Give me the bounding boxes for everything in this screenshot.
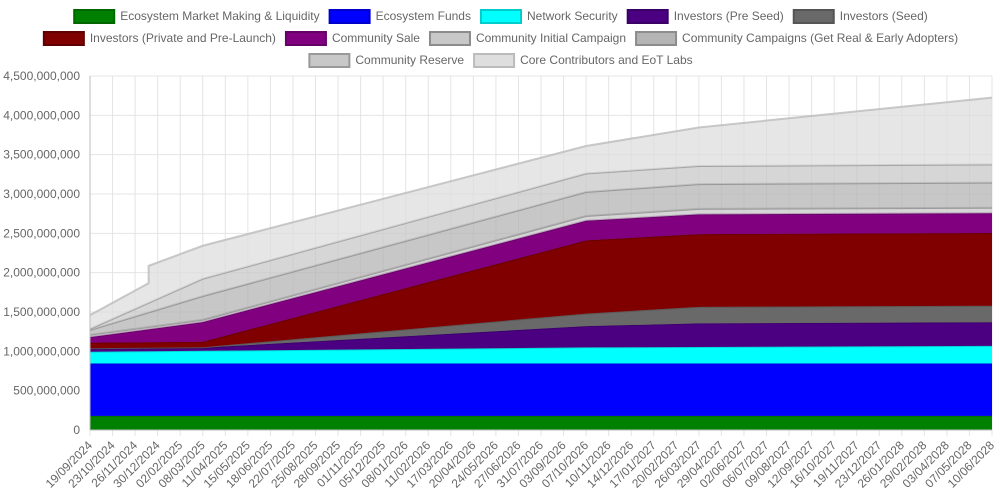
legend-swatch bbox=[479, 9, 522, 24]
legend-item: Investors (Seed) bbox=[792, 9, 928, 24]
legend-item: Investors (Pre Seed) bbox=[626, 9, 784, 24]
chart-areas bbox=[89, 96, 993, 430]
legend-label: Community Initial Campaign bbox=[476, 31, 626, 45]
area-series bbox=[90, 164, 992, 331]
legend-swatch bbox=[308, 53, 351, 68]
y-tick-label: 4,000,000,000 bbox=[3, 108, 80, 122]
legend: Ecosystem Market Making & Liquidity Ecosy… bbox=[42, 9, 958, 68]
area-series bbox=[90, 182, 992, 335]
legend-label: Community Sale bbox=[332, 31, 420, 45]
legend-label: Community Reserve bbox=[355, 53, 464, 67]
legend-swatch bbox=[626, 9, 669, 24]
area-series bbox=[90, 213, 992, 343]
legend-item: Network Security bbox=[479, 9, 618, 24]
legend-label: Investors (Pre Seed) bbox=[674, 9, 784, 23]
legend-swatch bbox=[635, 31, 678, 46]
legend-item: Core Contributors and EoT Labs bbox=[473, 53, 693, 68]
y-tick-label: 1,500,000,000 bbox=[3, 305, 80, 319]
legend-swatch bbox=[284, 31, 327, 46]
y-tick-label: 2,000,000,000 bbox=[3, 266, 80, 280]
area-series bbox=[90, 207, 992, 338]
legend-item: Investors (Private and Pre-Launch) bbox=[42, 31, 276, 46]
legend-label: Ecosystem Market Making & Liquidity bbox=[120, 9, 319, 23]
legend-item: Community Campaigns (Get Real & Early Ad… bbox=[635, 31, 958, 46]
legend-item: Ecosystem Funds bbox=[328, 9, 471, 24]
legend-swatch bbox=[792, 9, 835, 24]
legend-label: Ecosystem Funds bbox=[376, 9, 471, 23]
legend-label: Network Security bbox=[527, 9, 618, 23]
y-tick-label: 1,000,000,000 bbox=[3, 344, 80, 358]
legend-swatch bbox=[328, 9, 371, 24]
legend-item: Community Reserve bbox=[308, 53, 464, 68]
y-tick-label: 2,500,000,000 bbox=[3, 226, 80, 240]
legend-label: Investors (Seed) bbox=[840, 9, 928, 23]
legend-label: Community Campaigns (Get Real & Early Ad… bbox=[682, 31, 958, 45]
area-series bbox=[90, 415, 992, 430]
legend-item: Ecosystem Market Making & Liquidity bbox=[73, 9, 320, 24]
y-tick-label: 500,000,000 bbox=[13, 384, 80, 398]
y-tick-label: 0 bbox=[73, 423, 80, 437]
legend-swatch bbox=[73, 9, 116, 24]
area-series bbox=[90, 232, 992, 349]
legend-label: Investors (Private and Pre-Launch) bbox=[90, 31, 276, 45]
x-axis: 19/09/202423/10/202426/11/202430/12/2024… bbox=[43, 429, 997, 491]
legend-swatch bbox=[428, 31, 471, 46]
legend-swatch bbox=[473, 53, 516, 68]
area-series bbox=[90, 322, 992, 352]
legend-swatch bbox=[42, 31, 85, 46]
legend-label: Core Contributors and EoT Labs bbox=[520, 53, 693, 67]
legend-item: Community Sale bbox=[284, 31, 420, 46]
y-tick-label: 4,500,000,000 bbox=[3, 69, 80, 83]
y-tick-label: 3,500,000,000 bbox=[3, 148, 80, 162]
area-series bbox=[90, 97, 992, 329]
area-series-line bbox=[89, 96, 993, 317]
legend-item: Community Initial Campaign bbox=[428, 31, 626, 46]
area-series bbox=[90, 363, 992, 416]
y-tick-label: 3,000,000,000 bbox=[3, 187, 80, 201]
y-axis: 0 500,000,000 1,000,000,000 1,500,000,000 2,… bbox=[3, 69, 91, 437]
